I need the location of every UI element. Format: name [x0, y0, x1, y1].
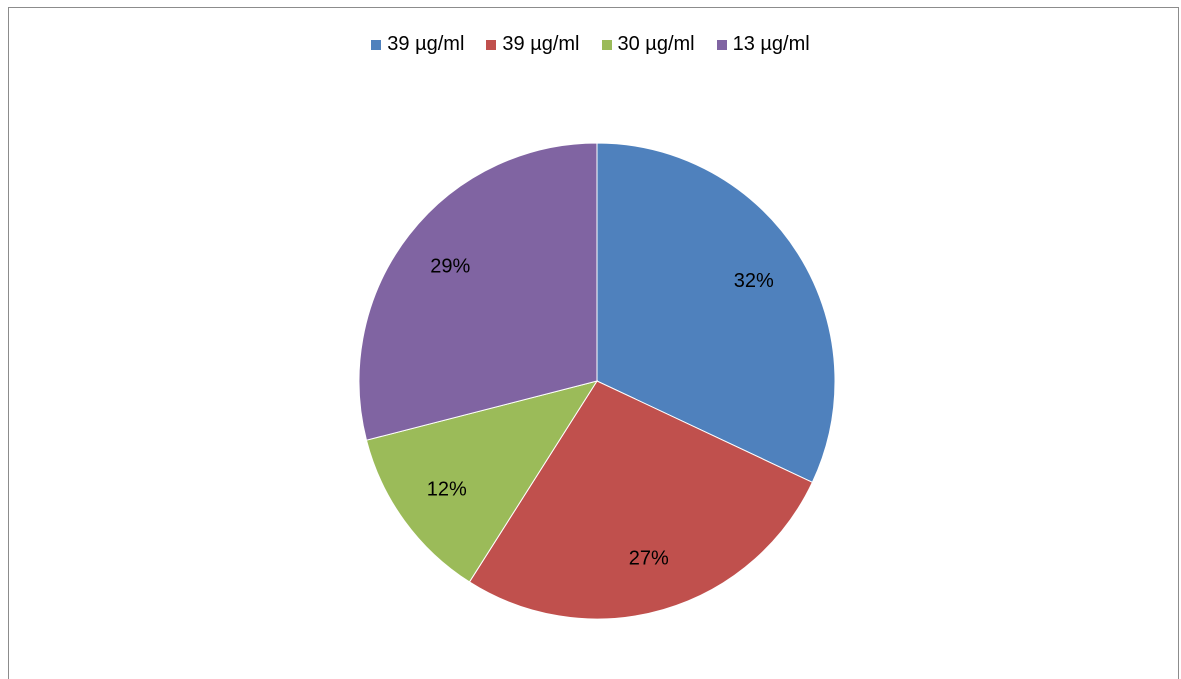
data-label-1: 32%: [734, 270, 774, 292]
chart-legend: 39 µg/ml 39 µg/ml 30 µg/ml 13 µg/ml: [0, 33, 1181, 56]
pie-slices: [358, 142, 836, 620]
legend-swatch-4: [716, 39, 727, 50]
legend-swatch-2: [486, 39, 497, 50]
data-label-3: 12%: [427, 478, 467, 500]
pie-slice-1: [596, 142, 836, 484]
legend-swatch-3: [601, 39, 612, 50]
data-label-2: 27%: [629, 548, 669, 570]
pie-slice-2: [468, 380, 814, 620]
pie-slice-4: [358, 142, 598, 441]
data-label-4: 29%: [430, 256, 470, 278]
pie-slice-3: [365, 380, 599, 583]
legend-item-4: 13 µg/ml: [716, 33, 810, 56]
legend-label-3: 30 µg/ml: [617, 33, 695, 55]
legend-label-2: 39 µg/ml: [502, 33, 580, 55]
pie-data-labels: 32% 27% 12% 29%: [427, 256, 774, 570]
legend-item-3: 30 µg/ml: [601, 33, 695, 56]
legend-item-1: 39 µg/ml: [371, 33, 464, 56]
legend-swatch-1: [371, 39, 382, 50]
legend-label-4: 13 µg/ml: [732, 33, 810, 55]
legend-item-2: 39 µg/ml: [486, 33, 580, 56]
legend-label-1: 39 µg/ml: [387, 33, 465, 55]
